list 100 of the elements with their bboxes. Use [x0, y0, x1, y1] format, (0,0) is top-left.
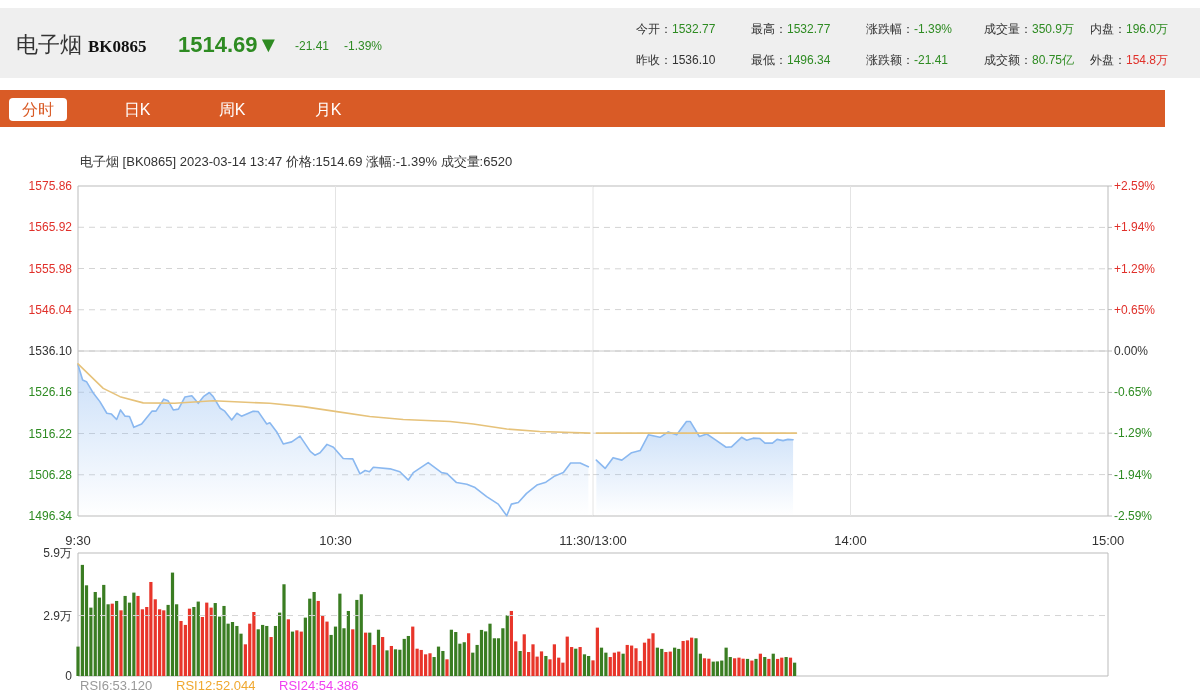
y-tick-label: 1546.04: [28, 302, 73, 317]
bar: [136, 595, 140, 676]
text: 分时: [22, 101, 54, 118]
text: RSI24:54.386: [279, 678, 359, 693]
bar: [419, 649, 423, 676]
bar: [445, 659, 449, 676]
bar: [479, 629, 484, 676]
x-tick-label: 9:30: [65, 533, 91, 548]
bar: [261, 624, 265, 676]
bar: [745, 658, 750, 676]
bar: [784, 657, 788, 676]
bar: [406, 635, 410, 676]
text: RSI12:52.044: [176, 678, 256, 693]
bar: [290, 631, 295, 676]
bar: [449, 629, 453, 676]
bar: [269, 637, 273, 676]
bar: [595, 627, 599, 676]
bar: [252, 612, 256, 676]
y-tick-label: 0: [65, 669, 73, 683]
text: 最低：1496.34: [751, 53, 831, 67]
text: 1514.69▼: [178, 32, 280, 57]
bar: [376, 629, 381, 676]
bar: [715, 661, 719, 676]
bar: [123, 595, 127, 676]
bar: [531, 644, 535, 676]
bar: [441, 650, 445, 676]
text: 涨跌额：-21.41: [866, 53, 949, 67]
bar: [424, 654, 428, 676]
bar: [681, 640, 685, 676]
y2-tick-label: -2.59%: [1114, 509, 1153, 523]
bar: [741, 658, 745, 676]
bar: [702, 658, 707, 676]
bar: [428, 653, 432, 676]
bar: [685, 640, 690, 676]
bar: [149, 581, 153, 676]
bar: [599, 647, 604, 676]
y-tick-label: 1575.86: [28, 179, 73, 193]
y2-tick-label: +1.29%: [1114, 261, 1156, 276]
bar: [393, 649, 398, 676]
bar: [767, 658, 771, 676]
bar: [372, 644, 376, 676]
text: 最高：1532.77: [751, 22, 831, 36]
y2-tick-label: -0.65%: [1114, 385, 1153, 400]
bar: [93, 591, 97, 676]
bar: [634, 648, 638, 676]
bar: [467, 633, 471, 676]
y-tick-label: 2.9万: [43, 608, 72, 623]
text: 涨跌幅：-1.39%: [866, 22, 953, 36]
y-tick-label: 1565.92: [28, 220, 73, 235]
bar: [80, 564, 84, 676]
bar: [222, 605, 226, 676]
bar: [565, 636, 569, 676]
x-tick-label: 11:30/13:00: [559, 533, 627, 548]
text: 周K: [218, 101, 246, 118]
bar: [776, 658, 780, 676]
bar: [488, 623, 492, 676]
bar: [750, 660, 754, 676]
bar: [617, 651, 621, 676]
text: 昨收：1536.10: [636, 53, 716, 67]
bar: [205, 602, 209, 676]
bar: [209, 607, 213, 676]
text: -1.39%: [344, 39, 383, 53]
bar: [308, 598, 312, 676]
bar: [153, 599, 157, 676]
bar: [364, 632, 368, 676]
bar: [179, 620, 183, 676]
y-tick-label: 1506.28: [28, 467, 73, 482]
text: 成交额：80.75亿: [984, 53, 1075, 67]
bar: [187, 608, 192, 676]
bar: [368, 632, 372, 676]
bar: [381, 637, 385, 676]
y2-tick-label: +2.59%: [1114, 179, 1156, 193]
bar: [355, 599, 359, 676]
bar: [608, 657, 612, 676]
bar: [295, 630, 299, 676]
bar: [660, 648, 664, 676]
text: 月K: [314, 101, 342, 118]
bar: [454, 632, 458, 676]
bar: [771, 653, 775, 676]
bar: [763, 657, 767, 676]
x-tick-label: 14:00: [834, 533, 867, 548]
y-tick-label: 5.9万: [43, 546, 72, 560]
bar: [110, 603, 114, 676]
bar: [578, 647, 582, 676]
y-tick-label: 1555.98: [28, 261, 73, 276]
bar: [462, 642, 466, 676]
bar: [630, 645, 634, 676]
bar: [793, 662, 797, 676]
bar: [518, 650, 522, 676]
bar: [651, 633, 655, 676]
bar: [690, 637, 694, 676]
bar: [312, 591, 316, 676]
bar: [625, 644, 629, 676]
bar: [539, 651, 544, 676]
bar: [758, 653, 762, 676]
x-tick-label: 15:00: [1091, 533, 1125, 548]
bar: [677, 648, 681, 676]
bar: [132, 592, 136, 676]
bar: [282, 584, 286, 676]
bar: [119, 610, 123, 676]
